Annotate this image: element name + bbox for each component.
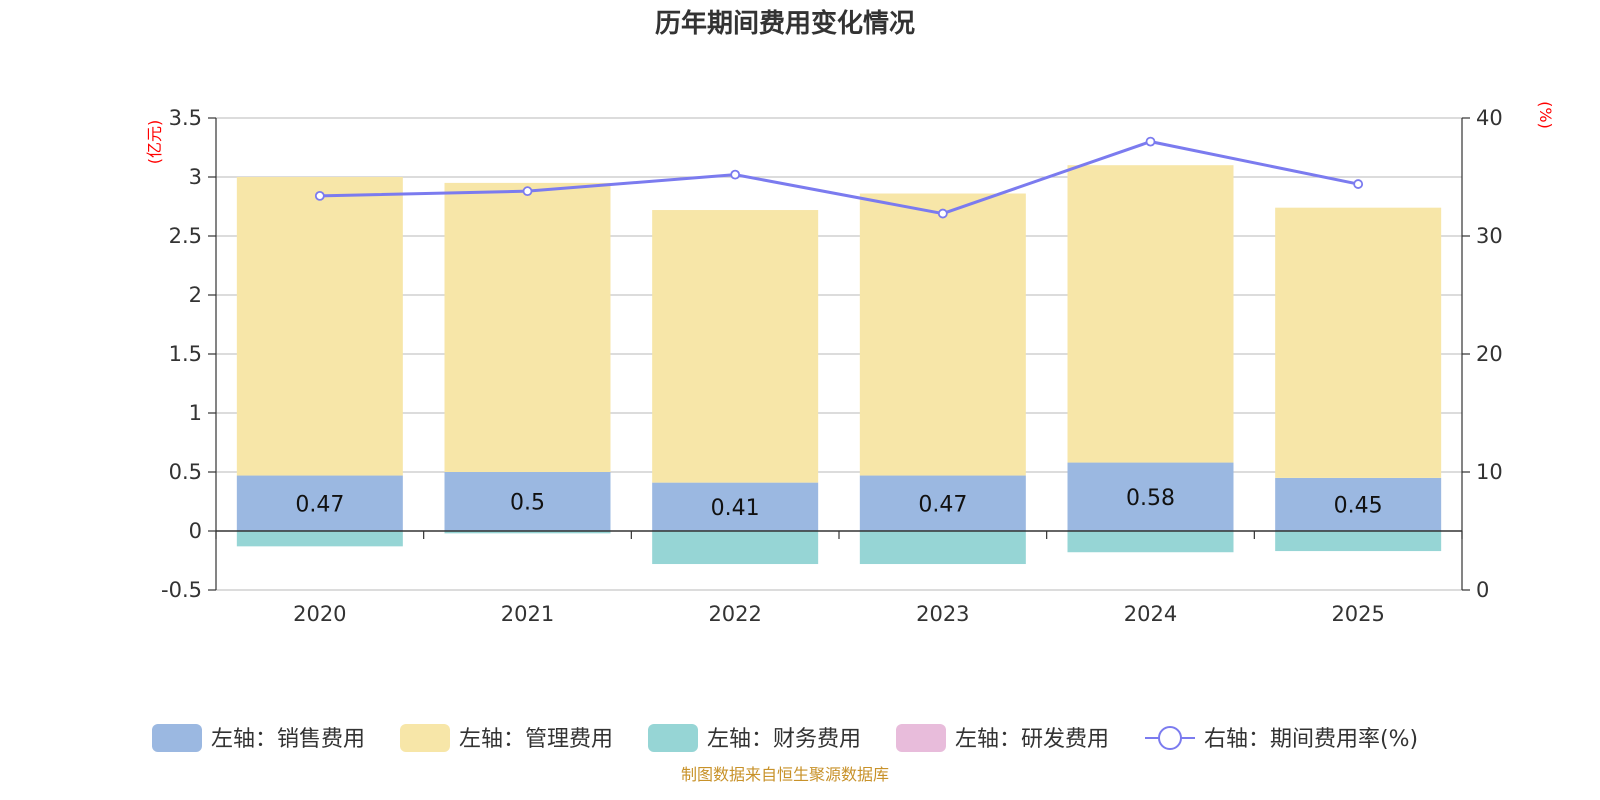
right-axis-tick-label: 10 [1476,460,1503,484]
bar-management-expense [1275,207,1442,478]
x-axis-category-label: 2022 [708,602,761,626]
sales-data-label: 0.41 [711,496,760,521]
rate-point [1353,179,1364,189]
bars [236,165,1442,565]
x-axis-category-label: 2021 [501,602,554,626]
left-axis-tick-label: 0.5 [169,460,202,484]
right-axis-tick-label: 20 [1476,342,1503,366]
bar-management-expense [236,177,403,476]
sales-data-label: 0.47 [295,492,344,517]
right-axis-tick-label: 0 [1476,578,1489,602]
left-axis-tick-label: -0.5 [161,578,202,602]
left-axis-tick-label: 3.5 [169,106,202,130]
bar-sales-expense [236,475,403,531]
left-axis-tick-label: 1 [189,401,202,425]
chart-title: 历年期间费用变化情况 [655,8,915,39]
right-axis-tick-label: 40 [1476,106,1503,130]
rate-series-line [319,140,1359,216]
bar-sales-expense [444,472,611,531]
sales-data-label: 0.5 [510,491,545,516]
x-axis-category-label: 2020 [293,602,346,626]
bar-management-expense [859,193,1026,476]
left-axis-tick-label: 3 [189,165,202,189]
legend-swatch [152,724,202,752]
left-axis-tick-label: 2.5 [169,224,202,248]
legend-label: 右轴：期间费用率(%) [1204,727,1418,752]
rate-point [1145,136,1156,147]
axes: 3.5 3 2.5 2 1.5 1 0.5 0 -0.5 40 30 20 10 0 2020 2021 202… [161,106,1503,626]
rate-point [522,186,533,197]
legend-label: 左轴：管理费用 [459,727,613,752]
legend-label: 左轴：财务费用 [707,727,861,752]
sales-data-label: 0.47 [918,492,967,517]
rate-point [730,169,741,180]
bar-financial-expense [444,531,611,534]
bar-sales-expense [1067,462,1234,531]
bar-management-expense [444,182,611,472]
bar-financial-expense [652,531,819,565]
legend-marker [1158,726,1182,750]
bar-sales-expense [859,475,1026,531]
grid-lines [216,117,1462,591]
right-axis-tick-label: 30 [1476,224,1503,248]
bar-management-expense [652,210,819,483]
rate-point [314,190,325,201]
left-axis-unit: (亿元) [145,120,164,165]
left-axis-tick-label: 0 [189,519,202,543]
left-axis-tick-label: 2 [189,283,202,307]
legend-swatch [400,724,450,752]
x-axis-category-label: 2025 [1331,602,1384,626]
x-axis-category-label: 2023 [916,602,969,626]
bar-financial-expense [859,531,1026,565]
rate-point [937,208,948,219]
left-axis-tick-label: 1.5 [169,342,202,366]
bar-financial-expense [1275,531,1442,552]
legend-swatch [896,724,946,752]
legend-swatch [648,724,698,752]
legend: 左轴：销售费用 左轴：管理费用 左轴：财务费用 左轴：研发费用 右轴：期间费用率(%) [152,724,1418,752]
bar-sales-expense [652,482,819,531]
x-axis-category-label: 2024 [1124,602,1177,626]
bar-management-expense [1067,165,1234,463]
bar-financial-expense [236,531,403,547]
rate-line [314,136,1364,219]
data-source-note: 制图数据来自恒生聚源数据库 [681,765,889,784]
legend-label: 左轴：销售费用 [211,727,365,752]
legend-label: 左轴：研发费用 [955,727,1109,752]
bar-sales-expense [1275,477,1442,531]
data-labels: 0.47 0.5 0.41 0.47 0.58 0.45 [295,486,1382,521]
sales-data-label: 0.58 [1126,486,1175,511]
right-axis-unit: (%) [1536,101,1555,129]
bar-financial-expense [1067,531,1234,553]
sales-data-label: 0.45 [1334,493,1383,518]
